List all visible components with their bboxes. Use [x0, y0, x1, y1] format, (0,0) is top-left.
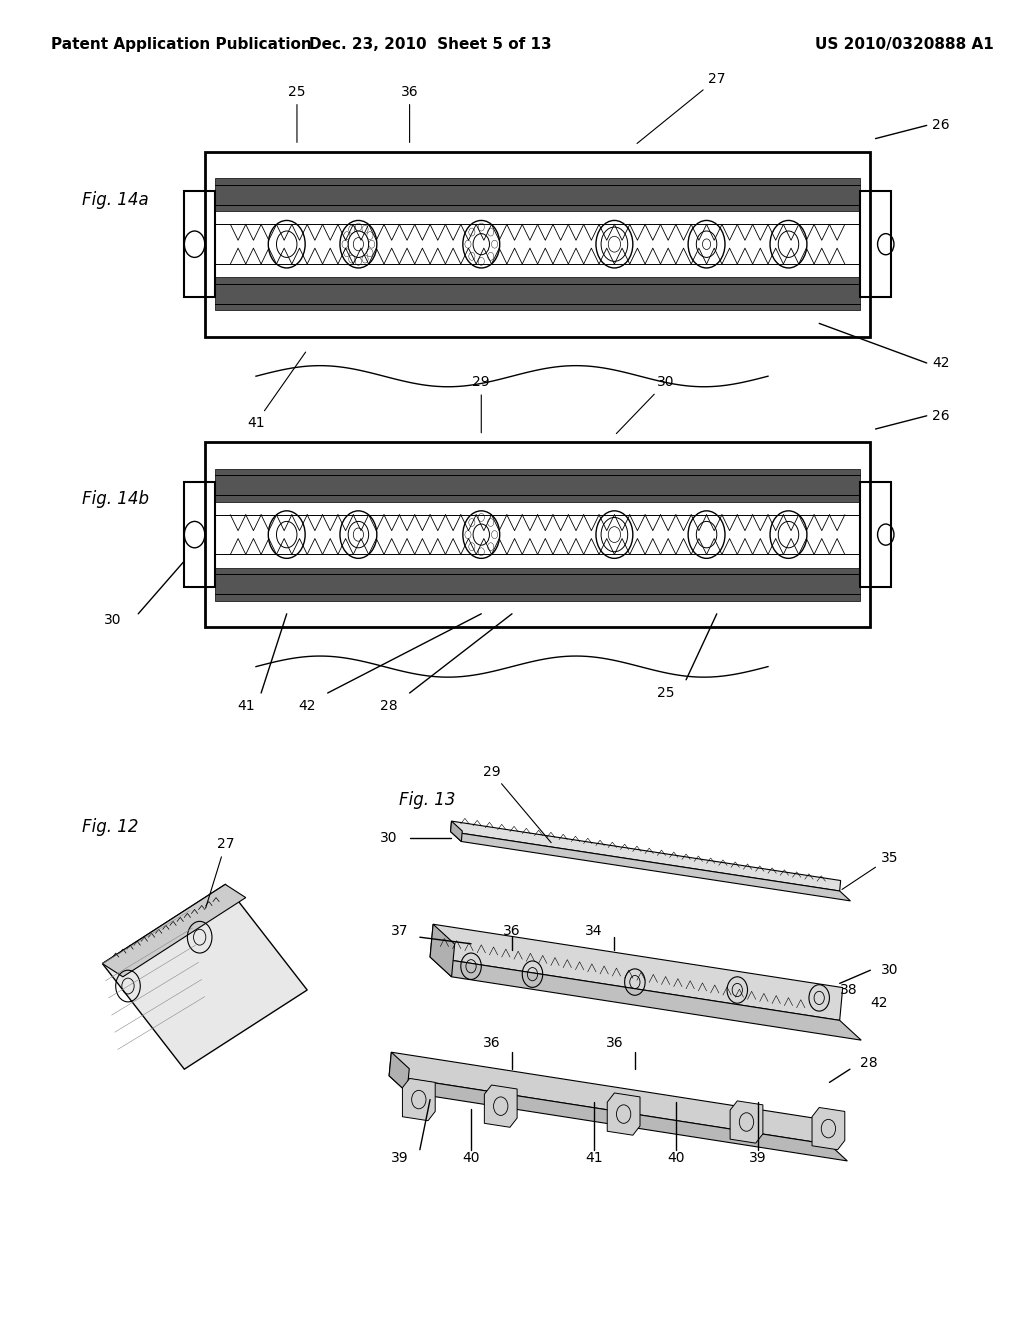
Text: 36: 36	[482, 1036, 501, 1049]
Polygon shape	[402, 1078, 435, 1121]
Text: US 2010/0320888 A1: US 2010/0320888 A1	[814, 37, 993, 51]
Text: 34: 34	[585, 924, 603, 937]
Polygon shape	[389, 1052, 831, 1144]
Text: 28: 28	[860, 1056, 878, 1069]
Polygon shape	[102, 884, 307, 1069]
Bar	[205, 442, 870, 627]
Polygon shape	[484, 1085, 517, 1127]
Polygon shape	[812, 1107, 845, 1150]
Polygon shape	[430, 957, 861, 1040]
Text: 29: 29	[472, 375, 490, 433]
Text: 42: 42	[932, 356, 949, 370]
Text: 35: 35	[842, 851, 898, 890]
Polygon shape	[102, 884, 246, 977]
Polygon shape	[730, 1101, 763, 1143]
Text: 38: 38	[840, 983, 857, 997]
Bar	[205, 152, 870, 337]
Text: 37: 37	[390, 924, 409, 937]
Bar	[184, 482, 215, 587]
Text: 40: 40	[667, 1151, 685, 1164]
Text: Fig. 14a: Fig. 14a	[82, 190, 148, 209]
Polygon shape	[430, 924, 843, 1020]
Text: 39: 39	[749, 1151, 767, 1164]
Polygon shape	[451, 832, 850, 900]
Polygon shape	[607, 1093, 640, 1135]
Text: 36: 36	[605, 1036, 624, 1049]
Text: 25: 25	[656, 686, 675, 700]
Polygon shape	[389, 1076, 848, 1162]
Text: 41: 41	[585, 1151, 603, 1164]
Text: 36: 36	[503, 924, 521, 937]
Text: 41: 41	[247, 352, 305, 430]
Text: 27: 27	[637, 71, 726, 144]
Polygon shape	[451, 821, 462, 842]
Text: 41: 41	[237, 700, 255, 713]
Text: 26: 26	[932, 119, 949, 132]
Polygon shape	[430, 924, 455, 977]
Bar	[860, 191, 891, 297]
Bar	[184, 191, 215, 297]
Text: 39: 39	[390, 1151, 409, 1164]
Bar	[215, 277, 860, 310]
Text: 30: 30	[103, 614, 122, 627]
Bar	[215, 178, 860, 211]
Text: 30: 30	[881, 964, 898, 977]
Text: 29: 29	[482, 764, 551, 842]
Text: 30: 30	[616, 375, 675, 433]
Polygon shape	[451, 821, 841, 891]
Text: 40: 40	[462, 1151, 480, 1164]
Text: Patent Application Publication: Patent Application Publication	[51, 37, 312, 51]
Bar	[215, 469, 860, 502]
Polygon shape	[389, 1052, 410, 1093]
Text: 30: 30	[380, 832, 398, 845]
Bar	[860, 482, 891, 587]
Bar	[215, 568, 860, 601]
Text: 36: 36	[400, 84, 419, 143]
Text: Fig. 12: Fig. 12	[82, 817, 138, 836]
Text: 42: 42	[298, 700, 316, 713]
Text: 26: 26	[932, 409, 949, 422]
Text: Fig. 14b: Fig. 14b	[82, 490, 148, 508]
Text: Fig. 13: Fig. 13	[399, 791, 456, 809]
Text: 27: 27	[206, 837, 234, 908]
Text: Dec. 23, 2010  Sheet 5 of 13: Dec. 23, 2010 Sheet 5 of 13	[309, 37, 551, 51]
Text: 42: 42	[870, 997, 888, 1010]
Text: 25: 25	[288, 84, 306, 143]
Text: 28: 28	[380, 700, 398, 713]
